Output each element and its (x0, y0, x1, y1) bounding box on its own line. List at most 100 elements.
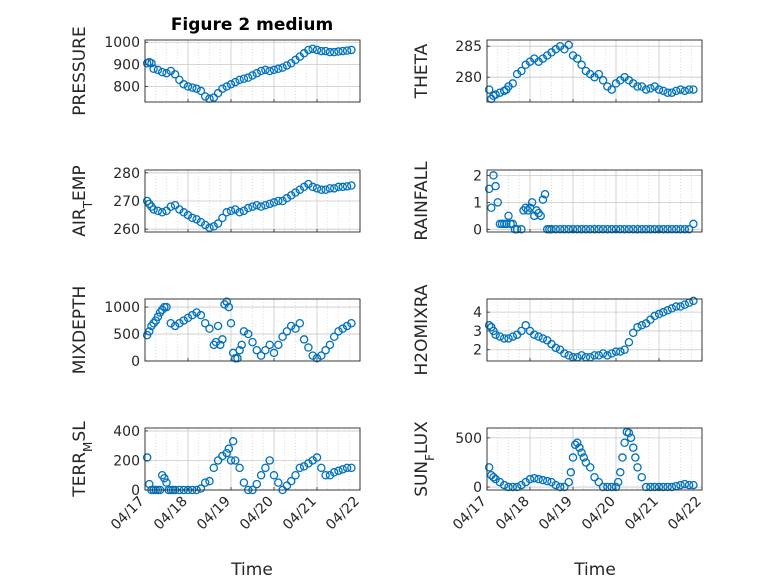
data-point-marker (594, 69, 604, 79)
data-point-marker (616, 225, 625, 234)
data-point-marker (239, 206, 249, 216)
data-point-marker (213, 219, 223, 228)
data-point-marker (684, 480, 694, 490)
data-point-marker (274, 64, 283, 74)
data-point-marker (659, 482, 668, 492)
data-point-marker (646, 225, 655, 234)
data-point-marker (663, 225, 672, 234)
data-point-marker (667, 304, 677, 313)
data-point-marker (213, 321, 223, 331)
axes-box (486, 169, 703, 233)
data-point-marker (568, 225, 578, 234)
data-point-marker (680, 225, 690, 234)
axes-box (486, 298, 703, 362)
data-point-marker (231, 205, 240, 214)
data-point-marker (581, 458, 591, 467)
data-point-marker (577, 225, 586, 234)
data-point-marker (299, 182, 309, 192)
data-point-marker (659, 307, 668, 317)
data-point-marker (517, 225, 526, 234)
data-point-marker (616, 468, 625, 477)
axes-box (144, 427, 361, 491)
y-tick-label: 280 (113, 166, 140, 182)
data-point-marker (530, 211, 539, 221)
data-point-marker (620, 225, 629, 234)
data-point-marker (611, 482, 621, 492)
data-point-marker (269, 198, 279, 207)
data-point-marker (540, 190, 550, 199)
data-point-marker (153, 312, 163, 322)
data-point-marker (153, 206, 163, 216)
data-point-marker (261, 200, 270, 210)
data-point-marker (338, 465, 348, 474)
data-point-marker (231, 456, 240, 465)
data-point-marker (142, 453, 152, 462)
data-point-marker (598, 76, 608, 85)
data-point-marker (504, 482, 513, 492)
data-point-marker (342, 321, 352, 331)
data-point-marker (325, 340, 335, 350)
data-point-marker (317, 463, 326, 473)
data-point-marker (598, 225, 608, 234)
data-point-marker (689, 85, 698, 94)
data-point-marker (499, 480, 509, 490)
data-point-marker (564, 351, 573, 360)
data-point-marker (282, 193, 292, 203)
data-point-marker (659, 86, 668, 96)
data-point-marker (200, 92, 210, 101)
data-point-marker (200, 319, 210, 328)
data-point-marker (196, 86, 206, 96)
data-point-marker (603, 225, 612, 234)
y-tick-label: 270 (113, 194, 140, 210)
data-point-marker (538, 475, 548, 485)
data-point-marker (342, 463, 352, 473)
data-point-marker (222, 448, 231, 458)
data-point-marker (508, 219, 518, 229)
y-tick-label: 0 (131, 354, 140, 370)
data-point-marker (308, 182, 317, 192)
data-point-marker (175, 319, 184, 328)
data-point-marker (611, 347, 621, 356)
y-tick-label: 200 (113, 453, 140, 469)
data-point-marker (235, 208, 244, 217)
data-point-marker (149, 319, 158, 328)
data-point-marker (564, 225, 573, 234)
data-point-marker (291, 324, 300, 333)
y-tick-label: 1 (473, 195, 482, 211)
data-point-marker (624, 428, 634, 438)
data-point-marker (620, 438, 629, 448)
data-point-marker (265, 456, 274, 465)
data-point-marker (534, 332, 543, 341)
data-point-marker (499, 334, 509, 343)
data-point-marker (196, 217, 206, 227)
data-point-marker (295, 185, 305, 194)
data-point-marker (491, 181, 500, 191)
data-point-marker (265, 340, 274, 350)
data-point-marker (689, 296, 698, 306)
data-point-marker (252, 345, 262, 355)
data-point-marker (312, 453, 322, 462)
data-point-marker (342, 182, 352, 191)
data-point-marker (329, 332, 339, 341)
data-point-marker (248, 337, 257, 347)
data-point-marker (170, 200, 180, 210)
data-point-marker (226, 206, 236, 216)
data-point-marker (671, 225, 681, 234)
data-point-marker (183, 82, 193, 91)
data-point-marker (663, 482, 672, 492)
data-point-marker (489, 472, 498, 482)
data-point-marker (334, 47, 343, 56)
data-point-marker (157, 208, 167, 217)
data-point-marker (607, 225, 616, 234)
data-point-marker (179, 316, 188, 325)
data-point-marker (147, 321, 156, 331)
data-point-marker (560, 225, 569, 234)
data-point-marker (170, 70, 180, 79)
data-point-marker (329, 184, 339, 193)
data-point-marker (222, 82, 231, 91)
data-point-marker (243, 73, 253, 82)
data-point-marker (261, 345, 270, 355)
data-point-marker (585, 225, 595, 234)
data-point-marker (282, 61, 292, 70)
